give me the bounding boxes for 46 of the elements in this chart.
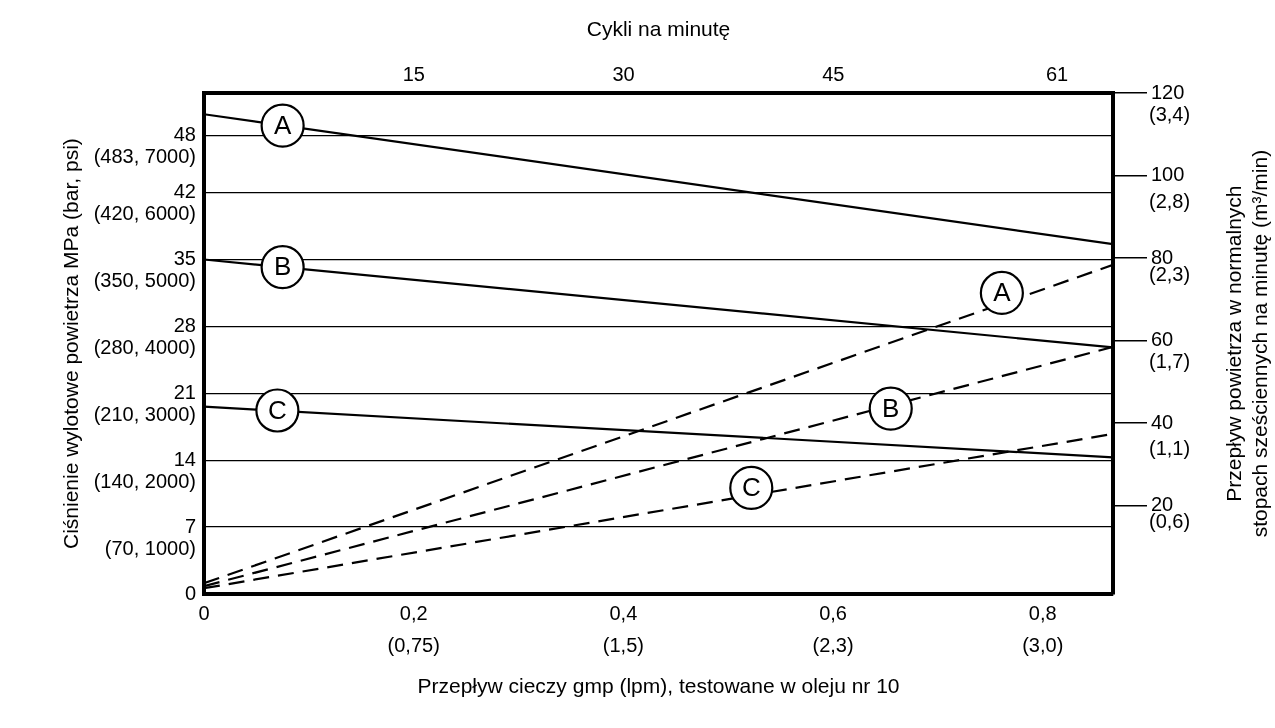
x2-tick-label: 45: [822, 62, 845, 85]
x-tick-label: 0: [198, 601, 210, 624]
x-tick-label: 0,8: [1028, 601, 1057, 624]
annotation: C: [741, 472, 761, 503]
x2-tick-label: 15: [402, 62, 425, 85]
y-tick-label: 42: [173, 180, 196, 203]
annotation: B: [882, 392, 900, 423]
text: (70, 1000): [104, 536, 196, 559]
y3-tick-label: (3,4): [1149, 102, 1191, 125]
text: (0,75): [387, 633, 440, 656]
text: (420, 6000): [93, 202, 196, 225]
y2-tick-label: 40: [1151, 410, 1174, 433]
y3-tick-label: (1,7): [1149, 350, 1191, 373]
annotation: B: [273, 251, 292, 282]
text: (350, 5000): [93, 269, 196, 292]
y-axis-title: Ciśnienie wylotowe powietrza MPa (bar, psi): [59, 138, 83, 550]
y3-tick-label: (1,1): [1149, 437, 1191, 460]
y2-tick-label: 120: [1151, 80, 1185, 103]
x2-tick-label: 61: [1045, 62, 1069, 85]
y-tick-label: 21: [173, 380, 196, 403]
x-tick-label: 0,4: [609, 601, 638, 624]
y-tick-label: 48: [173, 122, 196, 145]
x-axis-title: Przepływ cieczy gmp (lpm), testowane w oleju nr 10: [417, 674, 900, 698]
text: (2,3): [812, 633, 854, 656]
y2-axis-title: Przepływ powietrza w normalnych stopach sześciennych na minutę (m³/min): [1221, 149, 1271, 538]
text: (210, 3000): [93, 402, 196, 425]
x2-axis-title: Cykli na minutę: [586, 17, 731, 41]
y-tick-label: 7: [184, 514, 196, 537]
text: (280, 4000): [93, 335, 196, 358]
annotation: A: [273, 109, 292, 140]
text: (3,0): [1022, 633, 1064, 656]
text: (1,5): [602, 633, 644, 656]
y-tick-label: 28: [173, 313, 196, 336]
x2-tick-label: 30: [612, 62, 635, 85]
y3-tick-label: (2,8): [1149, 189, 1191, 212]
annotation: C: [268, 394, 287, 425]
y-tick-label: 14: [173, 447, 196, 470]
text: (483, 7000): [93, 144, 196, 167]
y-tick-label: 0: [184, 581, 196, 604]
y2-tick-label: 60: [1151, 328, 1174, 351]
text: (140, 2000): [93, 469, 196, 492]
y2-tick-label: 100: [1151, 163, 1185, 186]
annotation: A: [993, 277, 1012, 308]
x-tick-label: 0,6: [819, 601, 847, 624]
y-tick-label: 35: [173, 247, 196, 270]
x-tick-label: 0,2: [399, 601, 428, 624]
